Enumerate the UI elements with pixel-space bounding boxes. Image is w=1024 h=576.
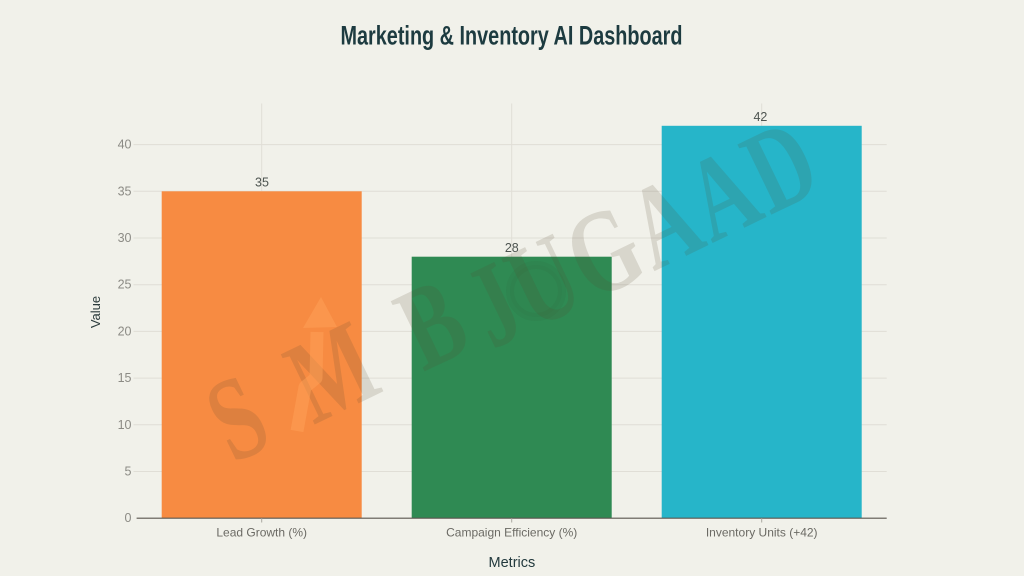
svg-text:40: 40	[118, 138, 132, 152]
svg-text:Inventory Units (+42): Inventory Units (+42)	[706, 526, 818, 540]
svg-text:0: 0	[125, 511, 132, 525]
svg-text:5: 5	[125, 465, 132, 479]
svg-text:30: 30	[118, 231, 132, 245]
svg-text:Value: Value	[88, 296, 103, 328]
svg-text:Marketing & Inventory AI Dashb: Marketing & Inventory AI Dashboard	[341, 21, 683, 51]
svg-text:42: 42	[753, 110, 767, 124]
svg-text:15: 15	[118, 371, 132, 385]
svg-text:25: 25	[118, 278, 132, 292]
svg-text:35: 35	[255, 176, 269, 190]
svg-text:10: 10	[118, 418, 132, 432]
svg-text:Lead Growth (%): Lead Growth (%)	[216, 526, 307, 540]
svg-text:28: 28	[505, 241, 519, 255]
svg-text:35: 35	[118, 184, 132, 198]
svg-text:20: 20	[118, 324, 132, 338]
svg-text:Metrics: Metrics	[489, 555, 536, 571]
svg-text:Campaign Efficiency (%): Campaign Efficiency (%)	[446, 526, 577, 540]
